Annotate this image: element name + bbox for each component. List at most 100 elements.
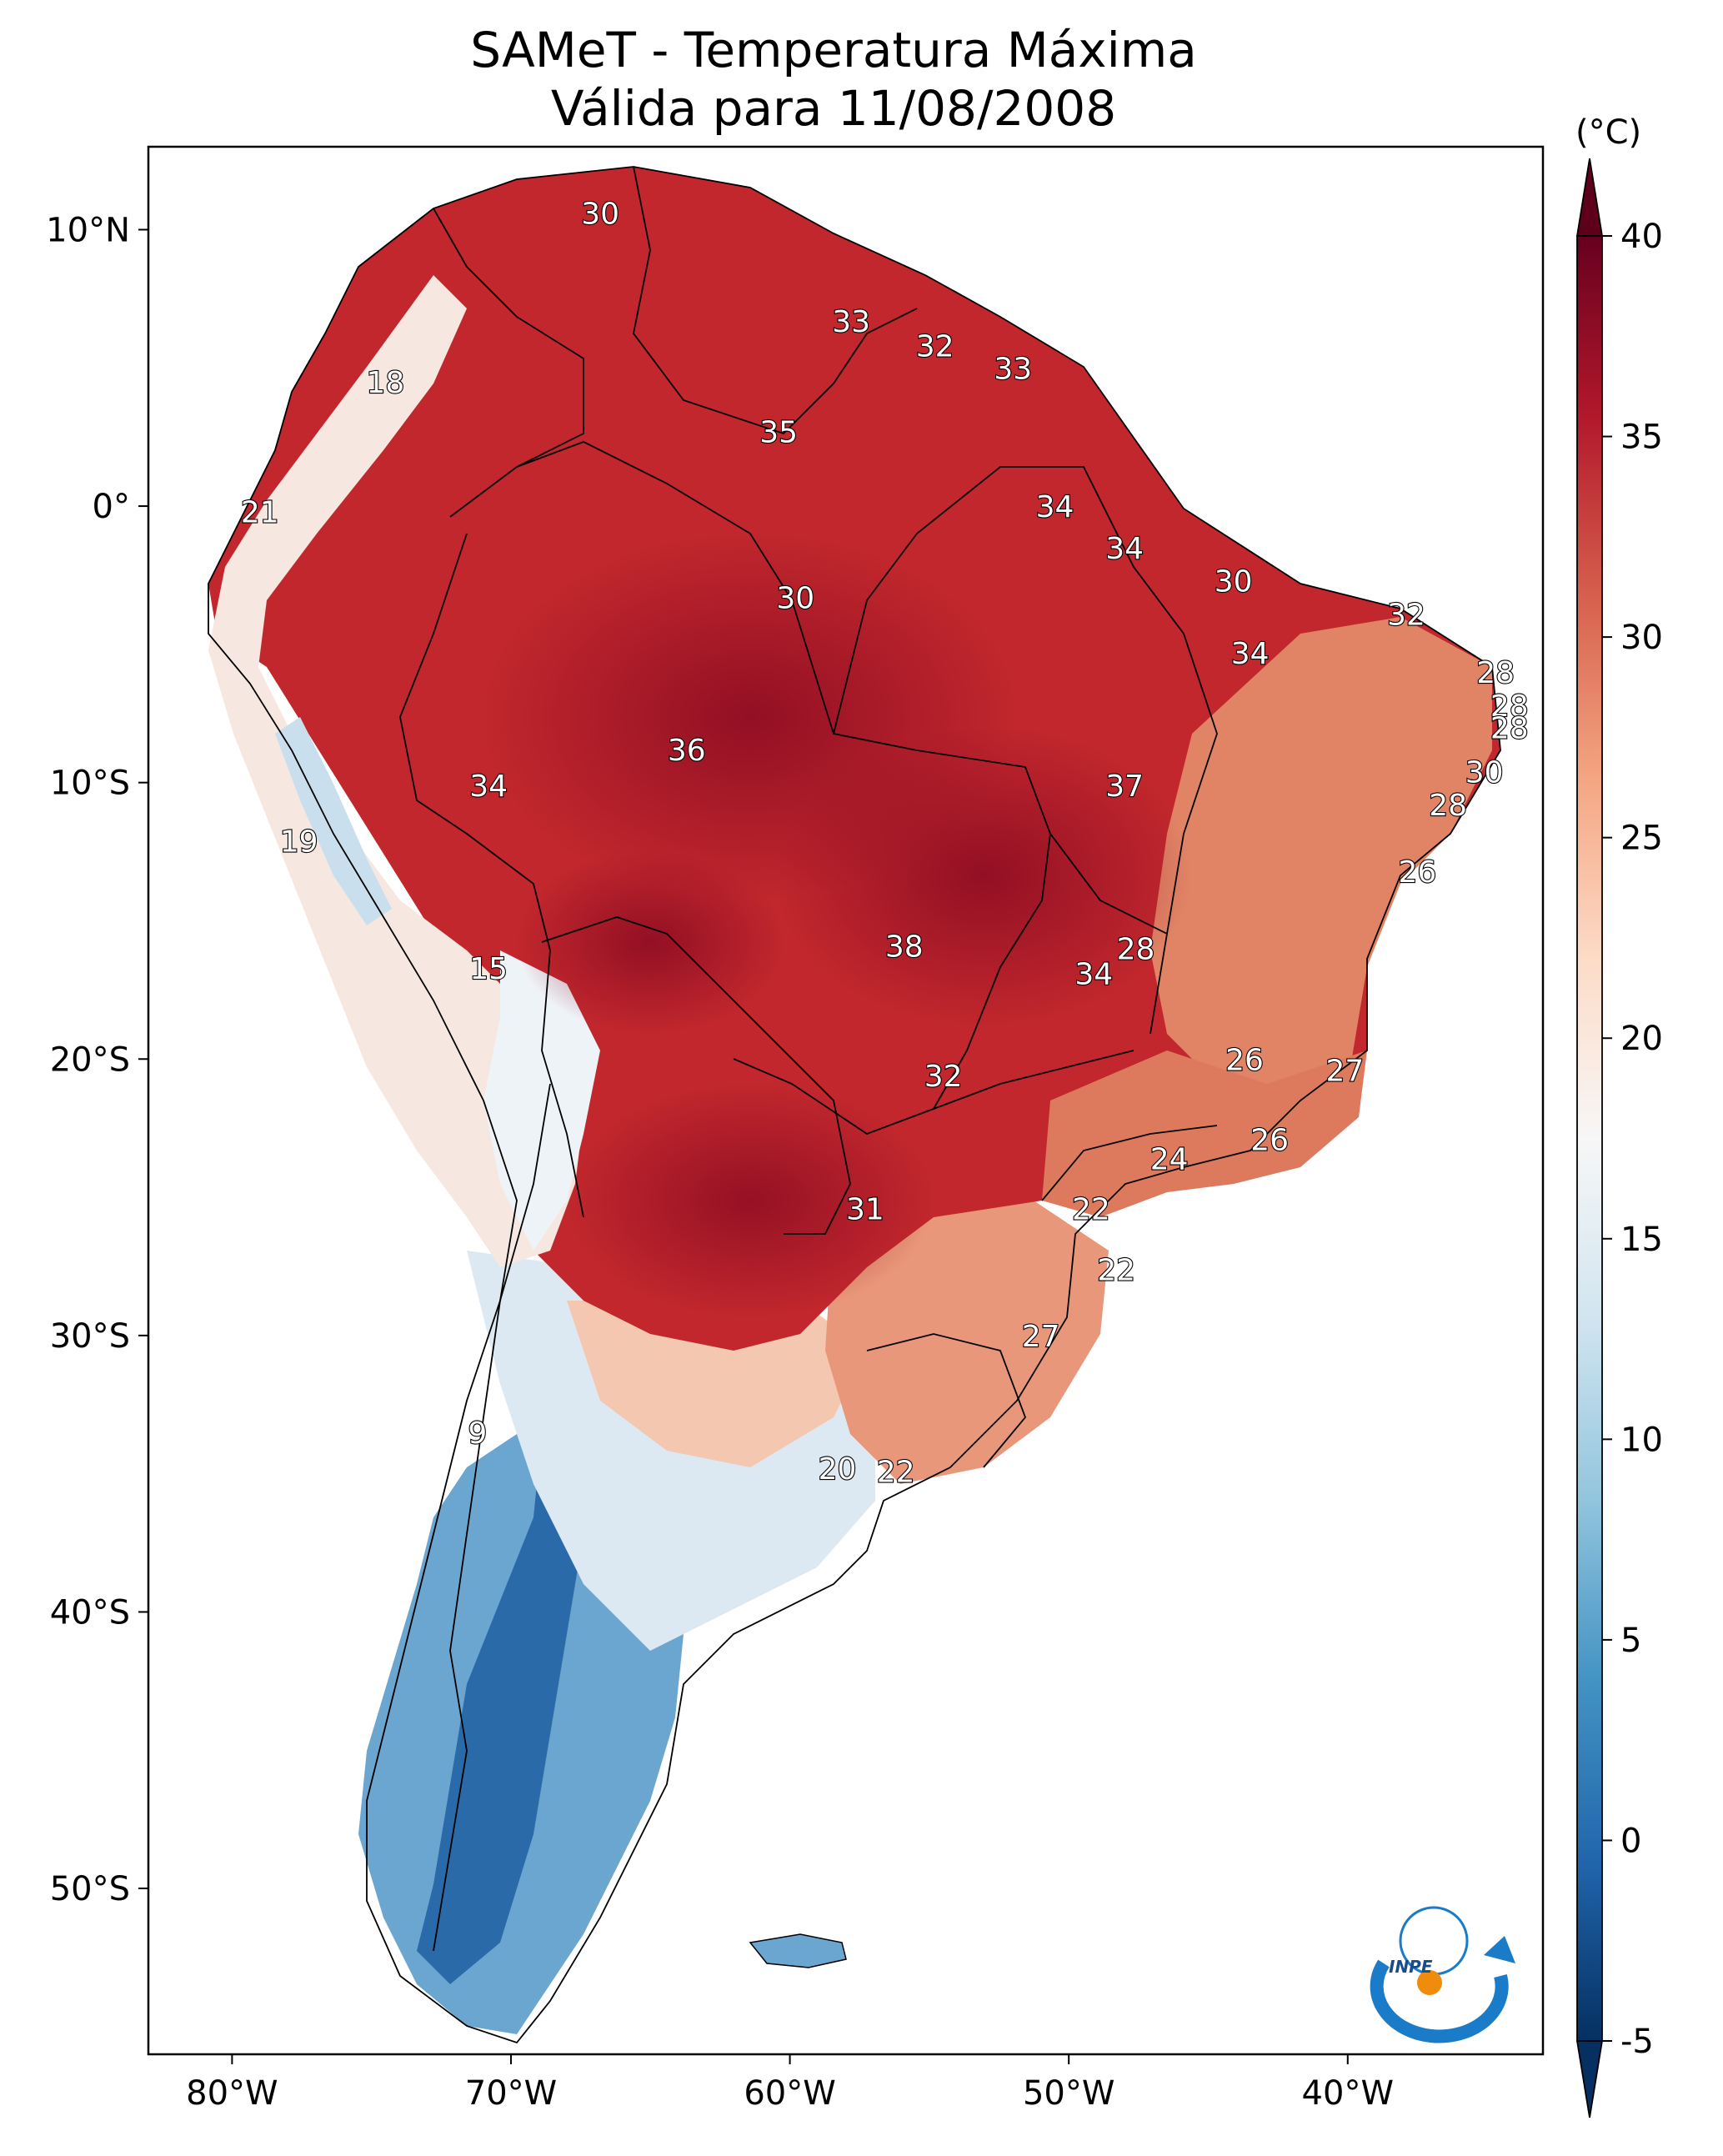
logo-sun-icon [1417, 1970, 1442, 1995]
border-brazil-states [833, 466, 1218, 1201]
temperature-label: 30 [776, 582, 814, 616]
colorbar-tick-label: 35 [1620, 419, 1663, 457]
temperature-label: 36 [668, 734, 706, 768]
temperature-label: 21 [241, 496, 279, 530]
temperature-label: 26 [1398, 855, 1436, 890]
falkland-islands [749, 1933, 847, 1968]
inpe-logo: INPE [1370, 1906, 1515, 2043]
border-uruguay [866, 1333, 1027, 1468]
temperature-label: 27 [1325, 1055, 1364, 1089]
southeast-brazil-region [1042, 1050, 1367, 1217]
lat-tick-label: 20°S [50, 1040, 130, 1079]
logo-text: INPE [1389, 1957, 1433, 1977]
temperature-label: 32 [924, 1060, 963, 1094]
map-content [208, 166, 1501, 2044]
temperature-label: 28 [1429, 789, 1467, 823]
temperature-label: 35 [759, 416, 798, 450]
temperature-label: 22 [877, 1455, 915, 1489]
temperature-label: 32 [1387, 598, 1425, 632]
andes-cool-strip [208, 275, 584, 1267]
lon-tick-label: 60°W [744, 2074, 835, 2113]
colorbar-tick-label: 5 [1620, 1622, 1641, 1660]
temperature-label: 34 [1105, 532, 1144, 566]
mato-grosso-hotspot [775, 725, 1192, 1025]
lon-tick-label: 80°W [186, 2074, 278, 2113]
temperature-label: 22 [1097, 1253, 1135, 1287]
temperature-label: 37 [1105, 770, 1144, 804]
temperature-label: 20 [819, 1452, 857, 1487]
temperature-label: 38 [885, 930, 924, 964]
colorbar-tick-label: 10 [1620, 1421, 1663, 1459]
logo-arrow-icon [1484, 1936, 1515, 1963]
colorbar-ticks: 40 35 30 25 20 15 10 5 0 -5 [1602, 218, 1663, 2061]
lat-tick-label: 50°S [50, 1870, 130, 1908]
bolivia-hotspot [517, 850, 784, 1034]
temperature-label: 28 [1490, 689, 1529, 724]
longitude-ticks: 80°W 70°W 60°W 50°W 40°W [186, 2054, 1394, 2113]
northeast-brazil-region [1150, 617, 1492, 1101]
map-subtitle: Válida para 11/08/2008 [551, 80, 1116, 137]
lon-tick-label: 70°W [465, 2074, 557, 2113]
lat-tick-label: 10°N [46, 211, 130, 249]
temperature-label: 30 [1465, 755, 1504, 790]
colorbar-top-arrow [1575, 158, 1604, 237]
colorbar: (°C) 40 35 30 25 20 15 10 5 0 -5 [1575, 113, 1663, 2118]
temperature-label: 34 [1074, 958, 1113, 992]
colorbar-tick-label: 20 [1620, 1020, 1663, 1058]
lat-tick-label: 30°S [50, 1317, 130, 1356]
lat-tick-label: 40°S [50, 1593, 130, 1632]
temperature-label: 15 [469, 952, 508, 986]
temperature-label: 24 [1150, 1143, 1189, 1177]
temperature-label: 28 [1490, 711, 1529, 745]
lat-tick-label: 0° [93, 488, 130, 526]
border-brazil-west [516, 441, 1051, 1136]
temperature-label: 34 [1036, 490, 1074, 524]
lon-tick-label: 40°W [1302, 2074, 1394, 2113]
continent-outline [208, 166, 1501, 2044]
central-argentina-warm [567, 1301, 867, 1467]
temperature-label: 32 [916, 330, 954, 364]
colorbar-tick-label: 0 [1620, 1822, 1641, 1860]
colorbar-tick-label: 25 [1620, 820, 1663, 858]
temperature-label: 31 [846, 1192, 884, 1226]
logo-swoosh-icon [1370, 1959, 1509, 2043]
lat-tick-label: 10°S [50, 765, 130, 803]
temperature-label: 19 [280, 825, 318, 859]
temperature-label: 28 [1476, 656, 1515, 690]
colorbar-tick-label: -5 [1620, 2023, 1654, 2061]
temperature-label: 34 [1231, 637, 1270, 671]
latitude-ticks: 10°N 0° 10°S 20°S 30°S 40°S 50°S [46, 211, 148, 1908]
border-venezuela-guyana [633, 166, 918, 435]
temperature-label: 27 [1022, 1320, 1060, 1354]
temperature-label: 26 [1250, 1123, 1289, 1157]
map-frame [147, 145, 1545, 2056]
temperature-label: 28 [1117, 933, 1155, 967]
peru-blue-strip [275, 717, 392, 925]
temperature-label: 30 [1215, 565, 1253, 599]
colorbar-bar [1576, 235, 1603, 2042]
temperature-label: 33 [832, 305, 870, 339]
colorbar-tick-label: 15 [1620, 1221, 1663, 1259]
country-borders [208, 166, 1501, 2044]
border-colombia [433, 208, 584, 518]
andes-dark-cold [417, 1376, 584, 1984]
map-title: SAMeT - Temperatura Máxima [470, 22, 1197, 78]
border-bolivia-paraguay [541, 916, 851, 1235]
colorbar-tick-label: 30 [1620, 619, 1663, 657]
border-andes [399, 533, 584, 1218]
border-argentina-chile [433, 1083, 551, 1952]
colorbar-tick-label: 40 [1620, 218, 1663, 256]
temperature-label: 9 [468, 1416, 487, 1451]
temperature-label: 34 [469, 770, 508, 804]
temperature-label: 30 [581, 198, 619, 232]
colorbar-unit: (°C) [1575, 113, 1641, 152]
altiplano-light [483, 950, 600, 1251]
colorbar-bottom-arrow [1575, 2040, 1604, 2118]
temperature-label: 18 [366, 366, 404, 400]
temperature-label: 26 [1225, 1043, 1264, 1077]
temperature-label: 33 [994, 352, 1032, 386]
temperature-label: 22 [1072, 1192, 1110, 1226]
lon-tick-label: 50°W [1023, 2074, 1114, 2113]
